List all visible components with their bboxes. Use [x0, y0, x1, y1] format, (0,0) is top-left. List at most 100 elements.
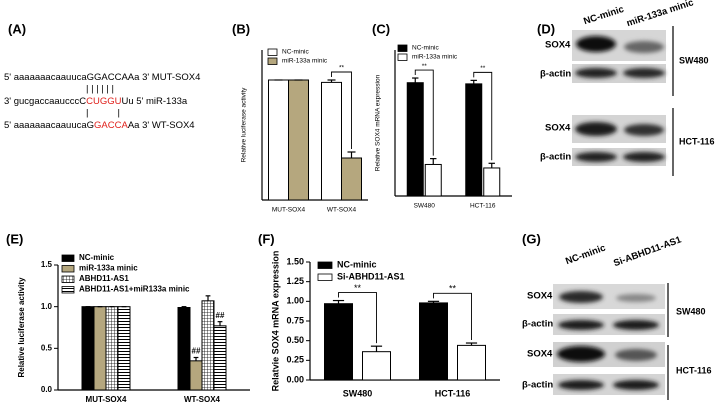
blot-column: NC-minic — [582, 4, 625, 27]
y-tick-label: 1.00 — [286, 296, 304, 306]
significance-bracket — [473, 71, 493, 161]
blot-row: β-actin — [522, 380, 553, 391]
sequence-part: 3' gucgaccaaucccC — [4, 96, 86, 107]
blot-column: Si-ABHD11-AS1 — [612, 234, 683, 269]
x-tick-label: SW480 — [414, 203, 436, 210]
chart: Relative SOX4 mRNA expression SW480 HCT-11… — [375, 44, 512, 210]
panel-label: (B) — [232, 21, 250, 36]
legend-swatch — [267, 57, 278, 65]
legend-swatch — [267, 48, 278, 56]
bar — [117, 306, 131, 391]
y-axis-label: Relatvie SOX4 mRNA expression — [270, 251, 280, 392]
legend-swatch — [397, 44, 408, 52]
chart: 0.0 0.5 1.0 1.5 Relative luciferase activity… — [17, 253, 250, 404]
legend-swatch — [61, 275, 75, 283]
band — [575, 152, 617, 162]
legend-label: miR-133a minic — [282, 58, 328, 65]
legend-swatch — [397, 53, 408, 61]
bar — [324, 303, 353, 381]
bar — [483, 167, 501, 197]
sequence-part: Aa 3' WT-SOX4 — [128, 120, 195, 131]
x-tick-label: WT-SOX4 — [327, 207, 357, 214]
y-tick-label: 1.50 — [286, 256, 304, 266]
blot-row: SOX4 — [545, 123, 571, 134]
pairing: | | — [86, 108, 120, 119]
blot-row: SOX4 — [527, 349, 553, 360]
legend-swatch — [317, 273, 333, 281]
x-tick-label: MUT-SOX4 — [272, 207, 306, 214]
legend-label: miR-133a minic — [412, 54, 458, 61]
legend-label: ABHD11-AS1 — [79, 274, 129, 283]
y-tick-label: 1.5 — [41, 260, 53, 269]
blot-column: NC-minic — [564, 243, 607, 268]
bar — [201, 300, 215, 391]
legend-label: NC-minic — [282, 49, 309, 56]
annotation: ** — [480, 65, 486, 72]
panel-label: (F) — [258, 231, 275, 246]
x-tick-label: WT-SOX4 — [184, 395, 221, 404]
legend-swatch — [317, 261, 333, 269]
significance-bracket — [414, 69, 434, 156]
annotation: ** — [339, 65, 345, 72]
bar — [362, 351, 391, 381]
band — [576, 36, 616, 52]
sequence-part: GACCA — [94, 120, 128, 131]
cell-line: SW480 — [679, 55, 709, 65]
annotation: ## — [192, 347, 201, 356]
blot-row: β-actin — [522, 319, 553, 330]
panel-label: (C) — [372, 21, 390, 36]
blot-column: miR-133a minic — [625, 0, 695, 29]
legend-label: NC-minic — [412, 45, 439, 52]
sequence: 5' aaaaaaacaauucaGGACCAAa 3' WT-SOX4 — [4, 120, 195, 131]
legend-label: NC-minic — [79, 253, 115, 262]
bar — [177, 307, 191, 391]
significance-bracket — [331, 71, 352, 149]
bar — [268, 79, 289, 201]
blot-g: NC-minic Si-ABHD11-AS1 SOX4 β-actin SOX4… — [522, 234, 712, 400]
y-tick-label: 0.5 — [41, 343, 53, 352]
bar — [189, 360, 203, 391]
y-axis-label: Relative luciferase activity — [241, 87, 248, 163]
cell-line: HCT-116 — [676, 365, 712, 375]
blot-row: β-actin — [540, 69, 571, 80]
band — [557, 346, 605, 362]
band — [623, 68, 665, 78]
band — [615, 349, 657, 361]
y-tick-label: 0.75 — [286, 315, 304, 325]
sequence-part: Uu 5' miR-133a — [121, 96, 187, 107]
legend-label: NC-minic — [337, 259, 377, 269]
band — [575, 68, 617, 78]
band — [559, 291, 603, 303]
bar — [81, 306, 95, 391]
x-tick-label: HCT-116 — [435, 388, 471, 398]
panel-label: (E) — [6, 231, 23, 246]
bar — [93, 306, 107, 391]
sequence-part: 5' aaaaaaacaauucaGGACCAAa 3' MUT-SOX4 — [4, 72, 200, 83]
band — [623, 152, 665, 162]
band — [624, 41, 664, 53]
blot-row: β-actin — [540, 152, 571, 163]
pairing: | | | | | | — [86, 84, 114, 95]
bar — [288, 79, 309, 201]
x-tick-label: MUT-SOX4 — [86, 395, 127, 404]
cell-line: HCT-116 — [679, 136, 715, 146]
x-tick-label: SW480 — [343, 388, 373, 398]
sequence: 5' aaaaaaacaauucaGGACCAAa 3' MUT-SOX4 — [4, 72, 200, 83]
cell-line: SW480 — [676, 306, 706, 316]
blot-d: NC-minic miR-133a minic SOX4 β-actin SOX… — [540, 0, 715, 176]
panel-label: (G) — [522, 231, 541, 246]
band — [613, 380, 659, 390]
bar — [457, 344, 486, 381]
band — [558, 320, 604, 330]
legend-swatch — [61, 254, 75, 262]
chart: 0.00 0.25 0.50 0.75 1.00 1.25 1.50 Relatvie SOX… — [270, 251, 500, 398]
significance-bracket — [433, 292, 472, 341]
sequence: 3' gucgaccaaucccCCUGGUUu 5' miR-133a — [4, 96, 188, 107]
panel-label: (A) — [8, 21, 26, 36]
y-tick-label: 0.0 — [41, 385, 53, 394]
y-tick-label: 0.00 — [286, 374, 304, 384]
band — [575, 122, 617, 136]
sequence-alignment: 5' aaaaaaacaauucaGGACCAAa 3' MUT-SOX4 | … — [4, 72, 200, 131]
bar — [321, 81, 342, 201]
